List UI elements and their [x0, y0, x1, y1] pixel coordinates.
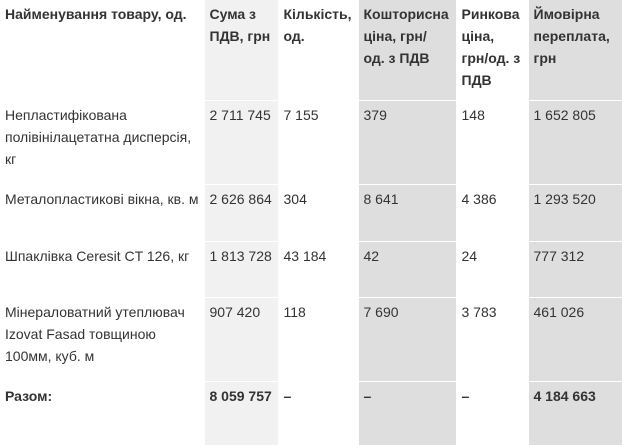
table-row: Шпаклівка Ceresit CT 126, кг 1 813 728 4… [0, 241, 622, 298]
cell-quantity: 118 [278, 297, 359, 382]
cell-probable-overpayment: 1 652 805 [528, 100, 622, 185]
cell-estimate-price: 379 [358, 100, 457, 185]
header-estimate-price: Кошторисна ціна, грн/ од. з ПДВ [358, 0, 457, 101]
cell-product-name: Металопластикові вікна, кв. м [0, 184, 205, 242]
total-market-price: – [456, 381, 529, 446]
table-header-row: Найменування товару, од. Сума з ПДВ, грн… [0, 0, 622, 101]
cell-estimate-price: 8 641 [358, 184, 457, 242]
cell-quantity: 304 [278, 184, 359, 242]
header-sum-with-vat: Сума з ПДВ, грн [204, 0, 279, 101]
header-market-price: Ринкова ціна, грн/од. з ПДВ [456, 0, 529, 101]
cell-market-price: 3 783 [456, 297, 529, 382]
total-estimate-price: – [358, 381, 457, 446]
total-quantity: – [278, 381, 359, 446]
cell-probable-overpayment: 777 312 [528, 241, 622, 298]
cell-product-name: Шпаклівка Ceresit CT 126, кг [0, 241, 205, 298]
cell-probable-overpayment: 1 293 520 [528, 184, 622, 242]
table-row: Непластифікована полівінілацетатна диспе… [0, 100, 622, 185]
cell-quantity: 43 184 [278, 241, 359, 298]
cell-market-price: 4 386 [456, 184, 529, 242]
header-product-name: Найменування товару, од. [0, 0, 205, 101]
total-label: Разом: [0, 381, 205, 446]
total-probable-overpayment: 4 184 663 [528, 381, 622, 446]
cell-market-price: 148 [456, 100, 529, 185]
cell-product-name: Мінераловатний утеплювач Izovat Fasad то… [0, 297, 205, 382]
header-quantity: Кількість, од. [278, 0, 359, 101]
cell-sum-with-vat: 907 420 [204, 297, 279, 382]
total-sum-with-vat: 8 059 757 [204, 381, 279, 446]
cell-product-name: Непластифікована полівінілацетатна диспе… [0, 100, 205, 185]
cell-probable-overpayment: 461 026 [528, 297, 622, 382]
cell-estimate-price: 7 690 [358, 297, 457, 382]
cell-market-price: 24 [456, 241, 529, 298]
cell-quantity: 7 155 [278, 100, 359, 185]
cell-sum-with-vat: 2 626 864 [204, 184, 279, 242]
cell-sum-with-vat: 2 711 745 [204, 100, 279, 185]
table-total-row: Разом: 8 059 757 – – – 4 184 663 [0, 381, 622, 446]
cell-sum-with-vat: 1 813 728 [204, 241, 279, 298]
header-probable-overpayment: Ймовірна переплата, грн [528, 0, 622, 101]
table-row: Мінераловатний утеплювач Izovat Fasad то… [0, 297, 622, 382]
table-row: Металопластикові вікна, кв. м 2 626 864 … [0, 184, 622, 242]
cell-estimate-price: 42 [358, 241, 457, 298]
